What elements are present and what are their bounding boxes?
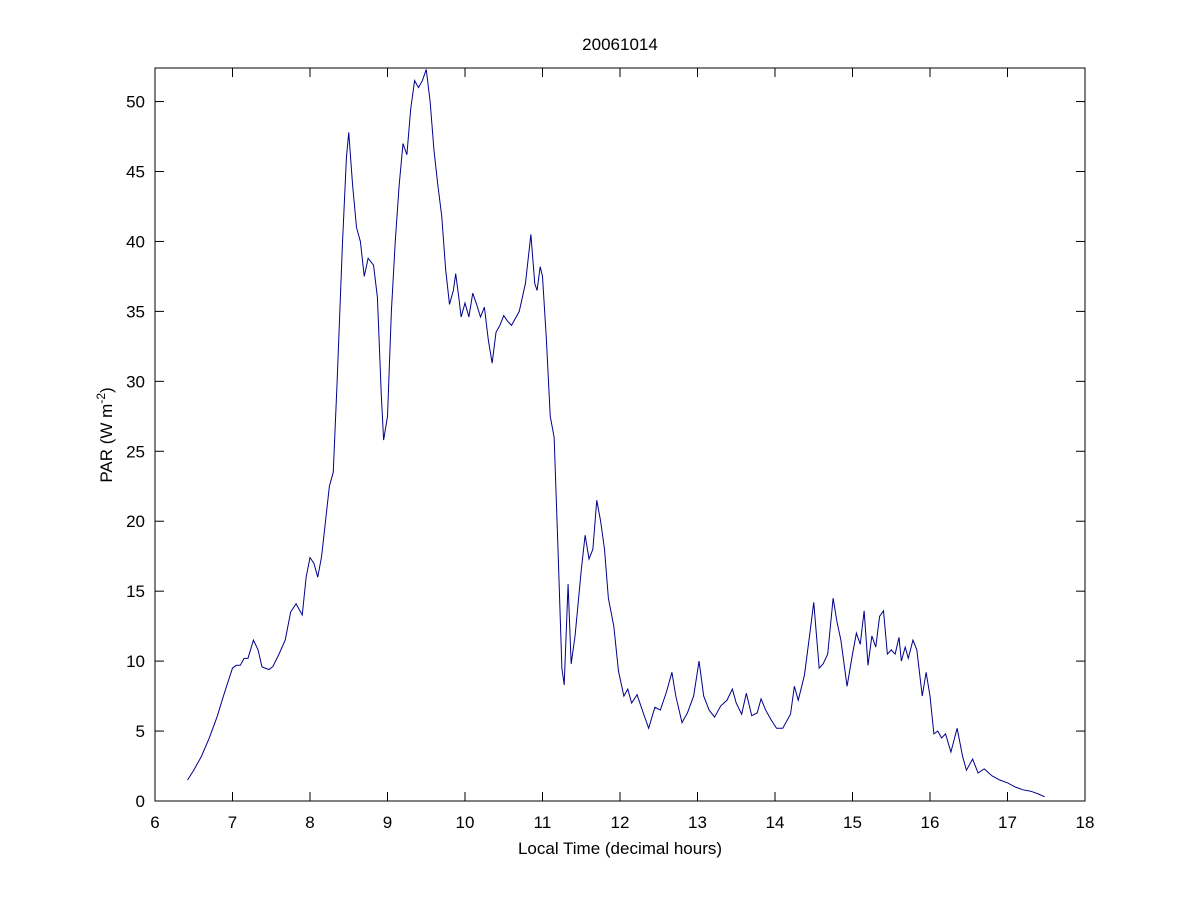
x-axis-label: Local Time (decimal hours) [518,839,722,858]
y-tick-label: 15 [126,582,145,601]
y-tick-label: 5 [136,722,145,741]
x-tick-label: 15 [843,813,862,832]
x-tick-label: 10 [456,813,475,832]
x-tick-label: 12 [611,813,630,832]
x-tick-label: 11 [534,813,552,832]
y-tick-label: 30 [126,372,145,391]
y-axis-label: PAR (W m-2) [94,387,116,482]
y-tick-label: 40 [126,232,145,251]
x-tick-label: 18 [1076,813,1095,832]
y-axis-label-end: ) [97,387,116,393]
y-tick-label: 25 [126,442,145,461]
chart-title: 20061014 [582,35,658,54]
y-tick-label: 20 [126,512,145,531]
data-line [187,69,1045,798]
x-tick-label: 14 [766,813,785,832]
y-axis-label-text: PAR (W m [97,404,116,483]
x-tick-label: 9 [383,813,392,832]
y-tick-label: 0 [136,792,145,811]
x-tick-label: 7 [228,813,237,832]
y-tick-label: 45 [126,163,145,182]
x-tick-label: 8 [305,813,314,832]
x-tick-label: 16 [921,813,940,832]
y-tick-label: 50 [126,93,145,112]
x-tick-label: 13 [688,813,707,832]
y-tick-label: 35 [126,302,145,321]
y-axis-label-exponent: -2 [94,393,108,404]
x-tick-label: 6 [150,813,159,832]
y-tick-label: 10 [126,652,145,671]
x-tick-label: 17 [998,813,1017,832]
